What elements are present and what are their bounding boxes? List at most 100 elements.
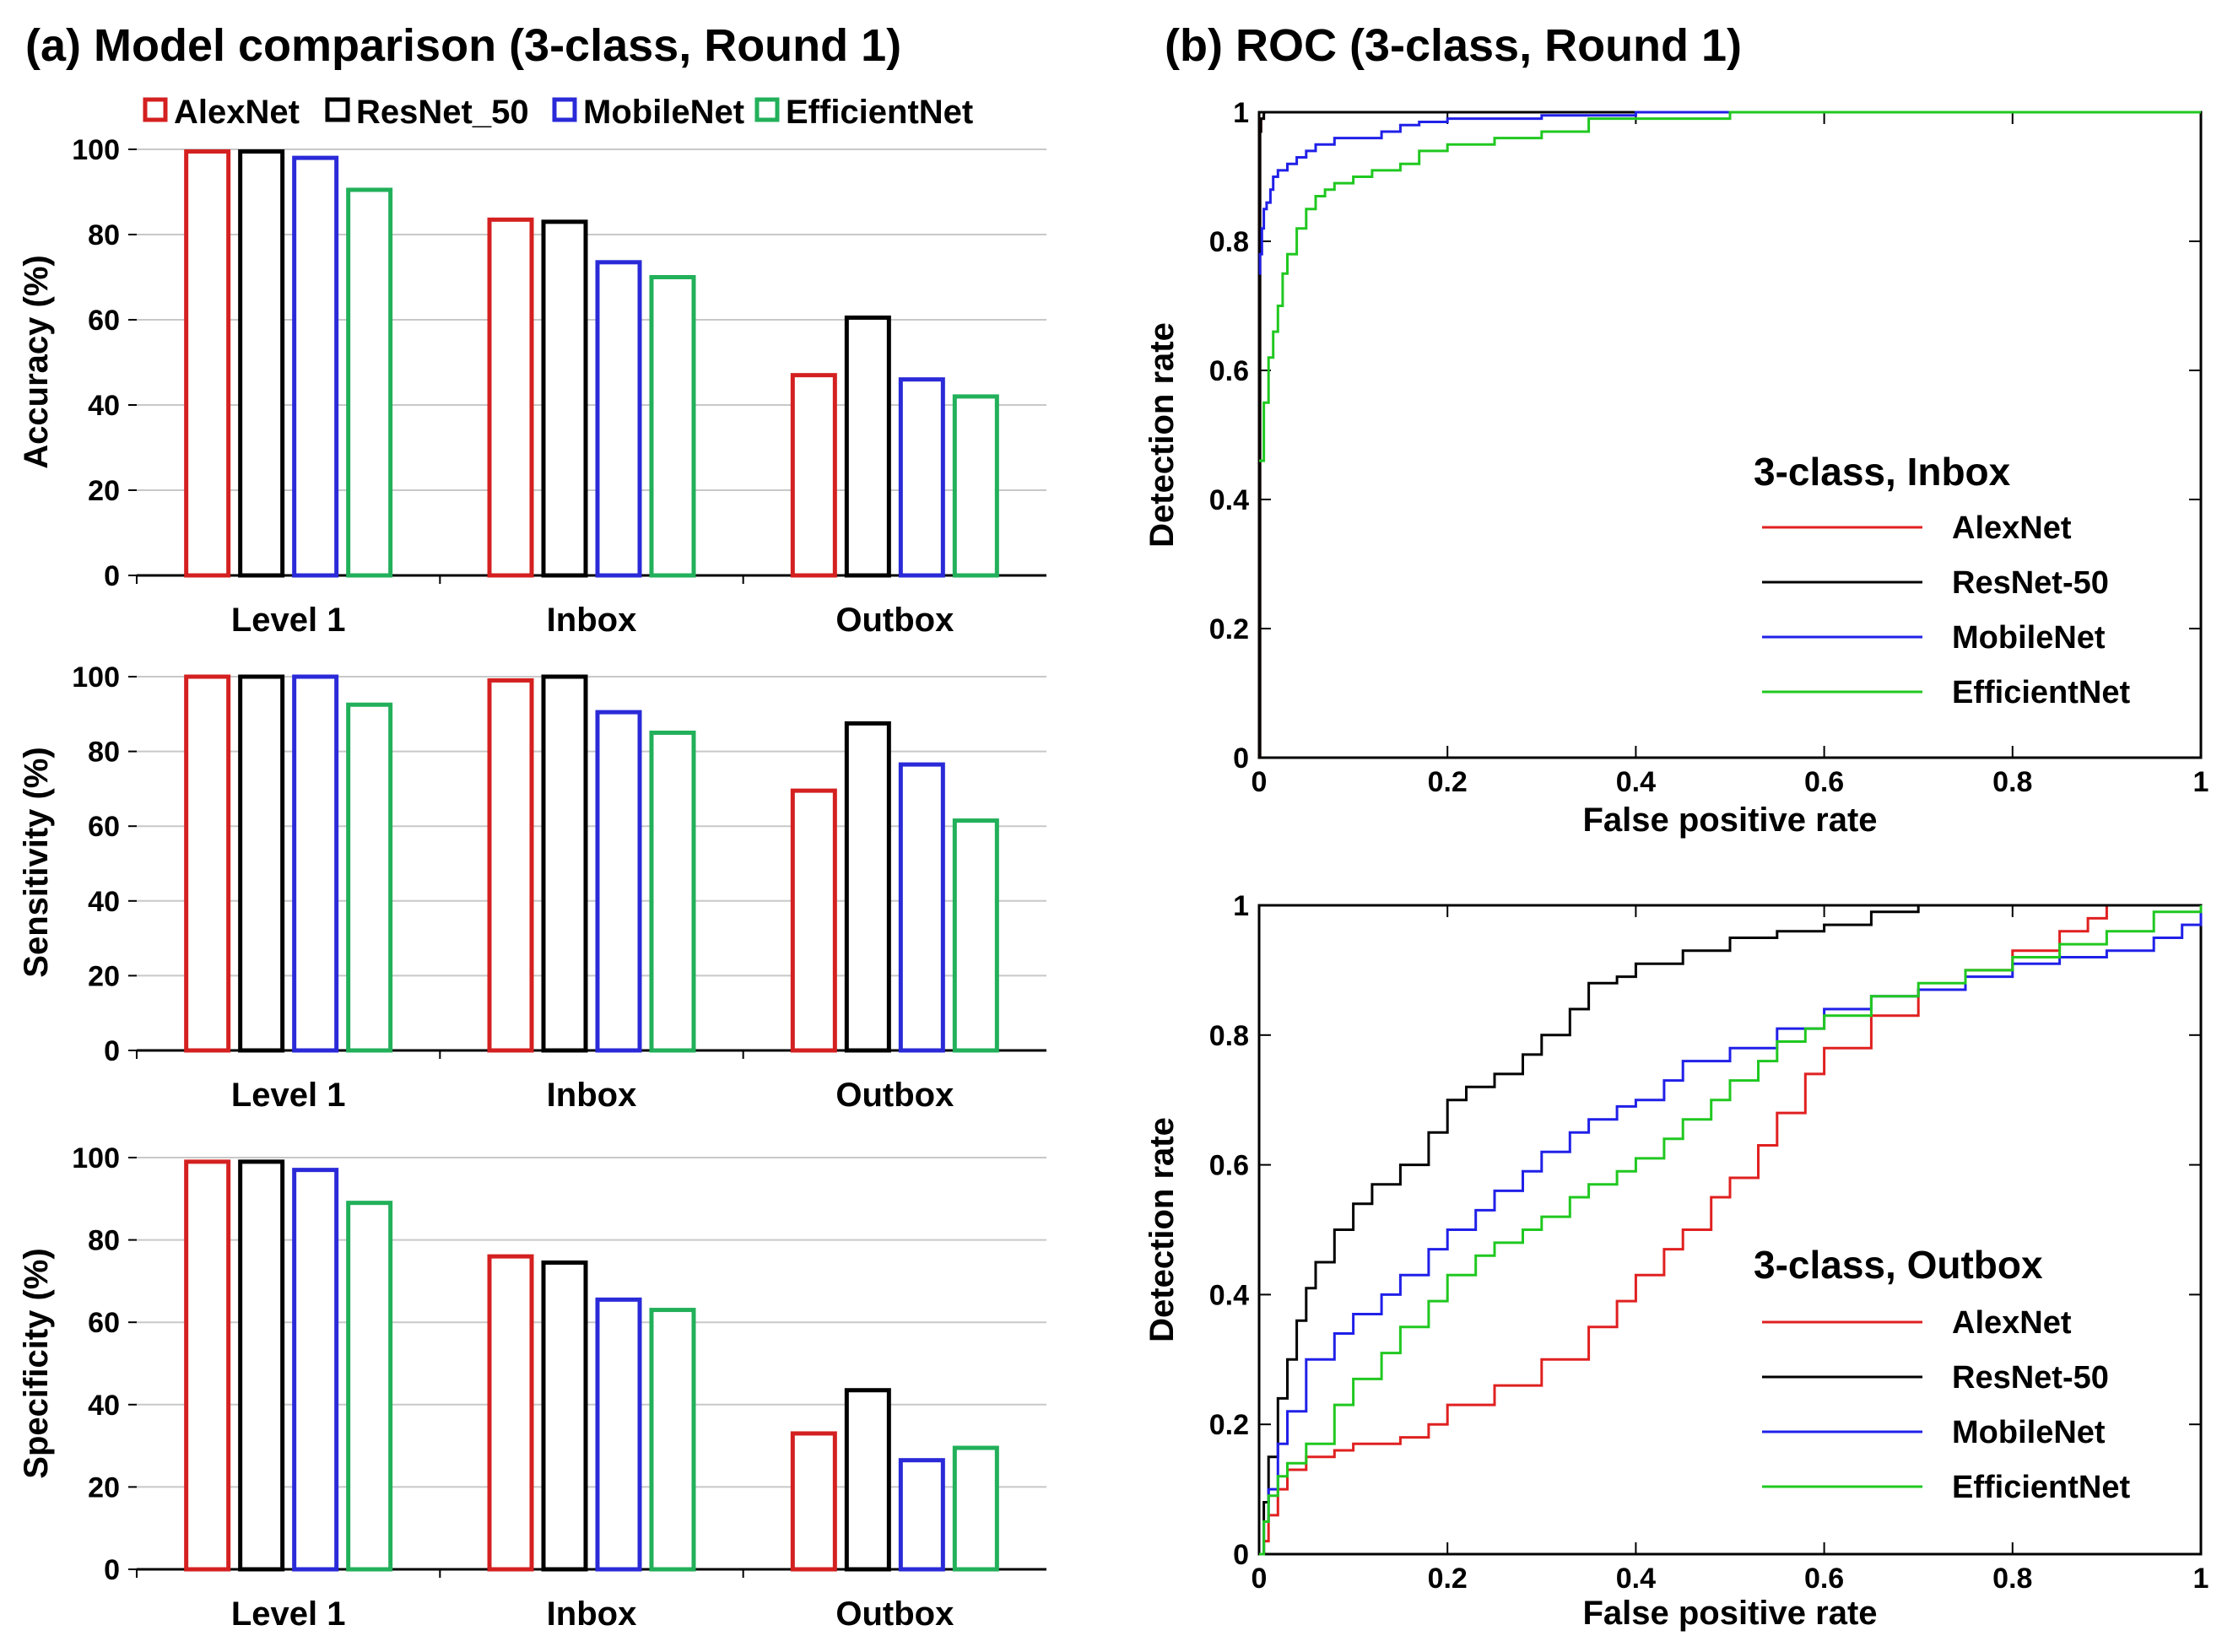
y-tick-label: 0.4	[1209, 484, 1249, 516]
x-tick-label: 0.8	[1992, 766, 2032, 798]
roc-legend-label-alexnet: AlexNet	[1952, 1305, 2072, 1341]
bar-legend: AlexNet ResNet_50 MobileNet EfficientNet	[143, 94, 973, 131]
roc-legend-label-mobilenet: MobileNet	[1952, 620, 2106, 656]
x-tick-label: 0	[1252, 766, 1268, 798]
roc-curve-resnet-50	[1259, 904, 2201, 1556]
roc-curve-alexnet	[1259, 904, 2201, 1556]
bar-resnet-50-outbox	[844, 315, 891, 578]
bar-efficientnet-level-1	[346, 187, 393, 578]
y-axis-label: Specificity (%)	[18, 1248, 55, 1478]
roc-outbox-chart: 0 0.2 0.4 0.6 0.8 1 0 0.2 0.4 0.6 0.8 1 False positi…	[1143, 890, 2208, 1632]
sensitivity-chart: 0 20 40 60 80 100 Sensitivity (%) Level 1 Inbox O…	[18, 661, 1046, 1114]
category-label-outbox: Outbox	[835, 1077, 954, 1114]
y-tick-label: 0.2	[1209, 1409, 1249, 1441]
legend-label-mobilenet: MobileNet	[583, 94, 744, 131]
panel-a-title: (a) Model comparison (3-class, Round 1)	[25, 20, 901, 71]
y-tick-label: 0	[104, 560, 120, 592]
specificity-chart: 0 20 40 60 80 100 Specificity (%) Level 1 Inbox O…	[18, 1142, 1046, 1633]
bar-resnet-50-level-1	[238, 149, 285, 578]
x-tick-label: 1	[2193, 1563, 2209, 1595]
category-label-level-1: Level 1	[231, 1077, 346, 1114]
bar-efficientnet-inbox	[649, 730, 696, 1053]
bar-resnet-50-level-1	[238, 674, 285, 1053]
legend-label-alexnet: AlexNet	[174, 94, 300, 131]
bar-mobilenet-inbox	[595, 260, 642, 578]
bar-mobilenet-level-1	[292, 155, 339, 578]
x-tick-label: 0.2	[1428, 766, 1468, 798]
bar-alexnet-level-1	[184, 1159, 231, 1572]
legend-swatch-resnet-50	[325, 97, 350, 122]
bar-efficientnet-outbox	[952, 394, 999, 578]
roc-curve-efficientnet	[1259, 111, 2201, 462]
x-tick-label: 0.6	[1804, 766, 1844, 798]
bar-mobilenet-inbox	[595, 1297, 642, 1572]
roc-legend-label-mobilenet: MobileNet	[1952, 1415, 2106, 1450]
y-tick-label: 0.8	[1209, 226, 1249, 258]
roc-curve-alexnet	[1258, 111, 2201, 759]
bar-resnet-50-inbox	[541, 674, 588, 1053]
y-tick-label: 0	[1233, 1539, 1249, 1571]
y-tick-label: 60	[88, 305, 120, 337]
roc-legend-label-alexnet: AlexNet	[1952, 510, 2072, 546]
y-axis-label: Sensitivity (%)	[18, 747, 55, 977]
bar-alexnet-inbox	[487, 217, 534, 578]
bar-efficientnet-level-1	[346, 702, 393, 1053]
roc-legend-label-efficientnet: EfficientNet	[1952, 1470, 2130, 1505]
y-tick-label: 100	[72, 1142, 120, 1174]
bar-alexnet-inbox	[487, 678, 534, 1053]
legend-swatch-alexnet	[143, 97, 168, 122]
y-tick-label: 0.6	[1209, 1150, 1249, 1182]
roc-legend-label-resnet-50: ResNet-50	[1952, 1360, 2109, 1396]
bar-mobilenet-level-1	[292, 1168, 339, 1572]
y-axis-label: Detection rate	[1143, 322, 1181, 548]
bar-mobilenet-inbox	[595, 710, 642, 1053]
bar-efficientnet-outbox	[952, 818, 999, 1053]
roc-curve-efficientnet	[1259, 905, 2203, 1556]
roc-curve-mobilenet	[1258, 111, 2201, 275]
bar-alexnet-outbox	[790, 788, 837, 1053]
bar-efficientnet-inbox	[649, 275, 696, 578]
legend-label-resnet-50: ResNet_50	[356, 94, 529, 131]
x-tick-label: 0.2	[1428, 1563, 1468, 1595]
bar-resnet-50-outbox	[844, 1388, 891, 1572]
y-tick-label: 20	[88, 475, 120, 507]
bar-resnet-50-level-1	[238, 1159, 285, 1572]
y-tick-label: 60	[88, 811, 120, 843]
x-axis-label: False positive rate	[1582, 1595, 1877, 1632]
bar-alexnet-outbox	[790, 373, 837, 578]
category-label-outbox: Outbox	[835, 602, 954, 639]
category-label-level-1: Level 1	[231, 1595, 346, 1633]
y-tick-label: 1	[1233, 890, 1249, 922]
y-tick-label: 0.8	[1209, 1020, 1249, 1052]
category-label-inbox: Inbox	[547, 1595, 637, 1633]
x-tick-label: 0.4	[1616, 1563, 1656, 1595]
roc-legend-title: 3-class, Inbox	[1754, 450, 2011, 494]
y-axis-label: Detection rate	[1143, 1117, 1181, 1342]
y-tick-label: 1	[1233, 97, 1249, 129]
y-tick-label: 80	[88, 1225, 120, 1257]
category-label-inbox: Inbox	[547, 1077, 637, 1114]
bar-mobilenet-outbox	[898, 377, 945, 578]
y-tick-label: 0	[104, 1554, 120, 1586]
bar-mobilenet-level-1	[292, 674, 339, 1053]
bar-efficientnet-inbox	[649, 1308, 696, 1572]
x-tick-label: 0.6	[1804, 1563, 1844, 1595]
category-label-inbox: Inbox	[547, 602, 637, 639]
x-tick-label: 1	[2193, 766, 2209, 798]
x-tick-label: 0.4	[1616, 766, 1656, 798]
category-label-outbox: Outbox	[835, 1595, 954, 1633]
y-tick-label: 0	[104, 1035, 120, 1067]
y-tick-label: 40	[88, 886, 120, 918]
bar-resnet-50-inbox	[541, 219, 588, 578]
y-tick-label: 0.4	[1209, 1279, 1249, 1311]
roc-curve-mobilenet	[1259, 905, 2203, 1556]
roc-curve-resnet-50	[1258, 111, 2201, 759]
y-tick-label: 60	[88, 1307, 120, 1339]
y-tick-label: 80	[88, 737, 120, 769]
roc-legend-label-resnet-50: ResNet-50	[1952, 565, 2109, 601]
roc-legend-title: 3-class, Outbox	[1754, 1243, 2043, 1287]
y-tick-label: 100	[72, 134, 120, 166]
plot-frame	[1257, 111, 2203, 759]
accuracy-chart: 0 20 40 60 80 100 Accuracy (%) Level 1 Inbox Outb…	[18, 134, 1046, 639]
